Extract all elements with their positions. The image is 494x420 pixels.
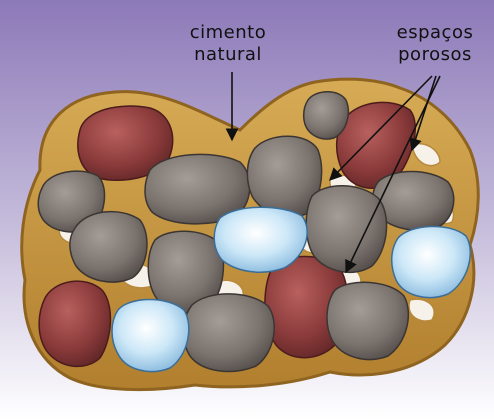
gray-grain [326, 281, 410, 361]
gray-grain [246, 135, 323, 218]
pores-label: espaços porosos [380, 22, 490, 66]
blue-crystal [111, 298, 190, 373]
pores-label-line2: porosos [398, 44, 472, 65]
pores-label-line1: espaços [396, 22, 474, 43]
gray-grain [305, 185, 388, 274]
grains [37, 91, 471, 373]
arrow-pore-3 [345, 75, 441, 274]
pore [408, 298, 435, 322]
arrow-pore-1 [329, 75, 433, 181]
gray-grain [182, 293, 275, 373]
blue-crystal [213, 206, 308, 273]
cement-label-line2: natural [194, 44, 262, 65]
gray-grain [302, 91, 350, 140]
red-grain [38, 280, 112, 368]
gray-grain [69, 210, 148, 283]
blue-crystal [391, 225, 471, 299]
cement-label-line1: cimento [189, 22, 267, 43]
callout-arrows [225, 72, 441, 274]
arrow-pore-2 [409, 75, 437, 152]
cement-label: cimento natural [178, 22, 278, 66]
